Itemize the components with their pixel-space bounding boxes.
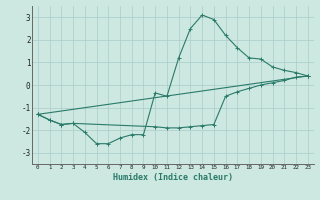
X-axis label: Humidex (Indice chaleur): Humidex (Indice chaleur) [113,173,233,182]
